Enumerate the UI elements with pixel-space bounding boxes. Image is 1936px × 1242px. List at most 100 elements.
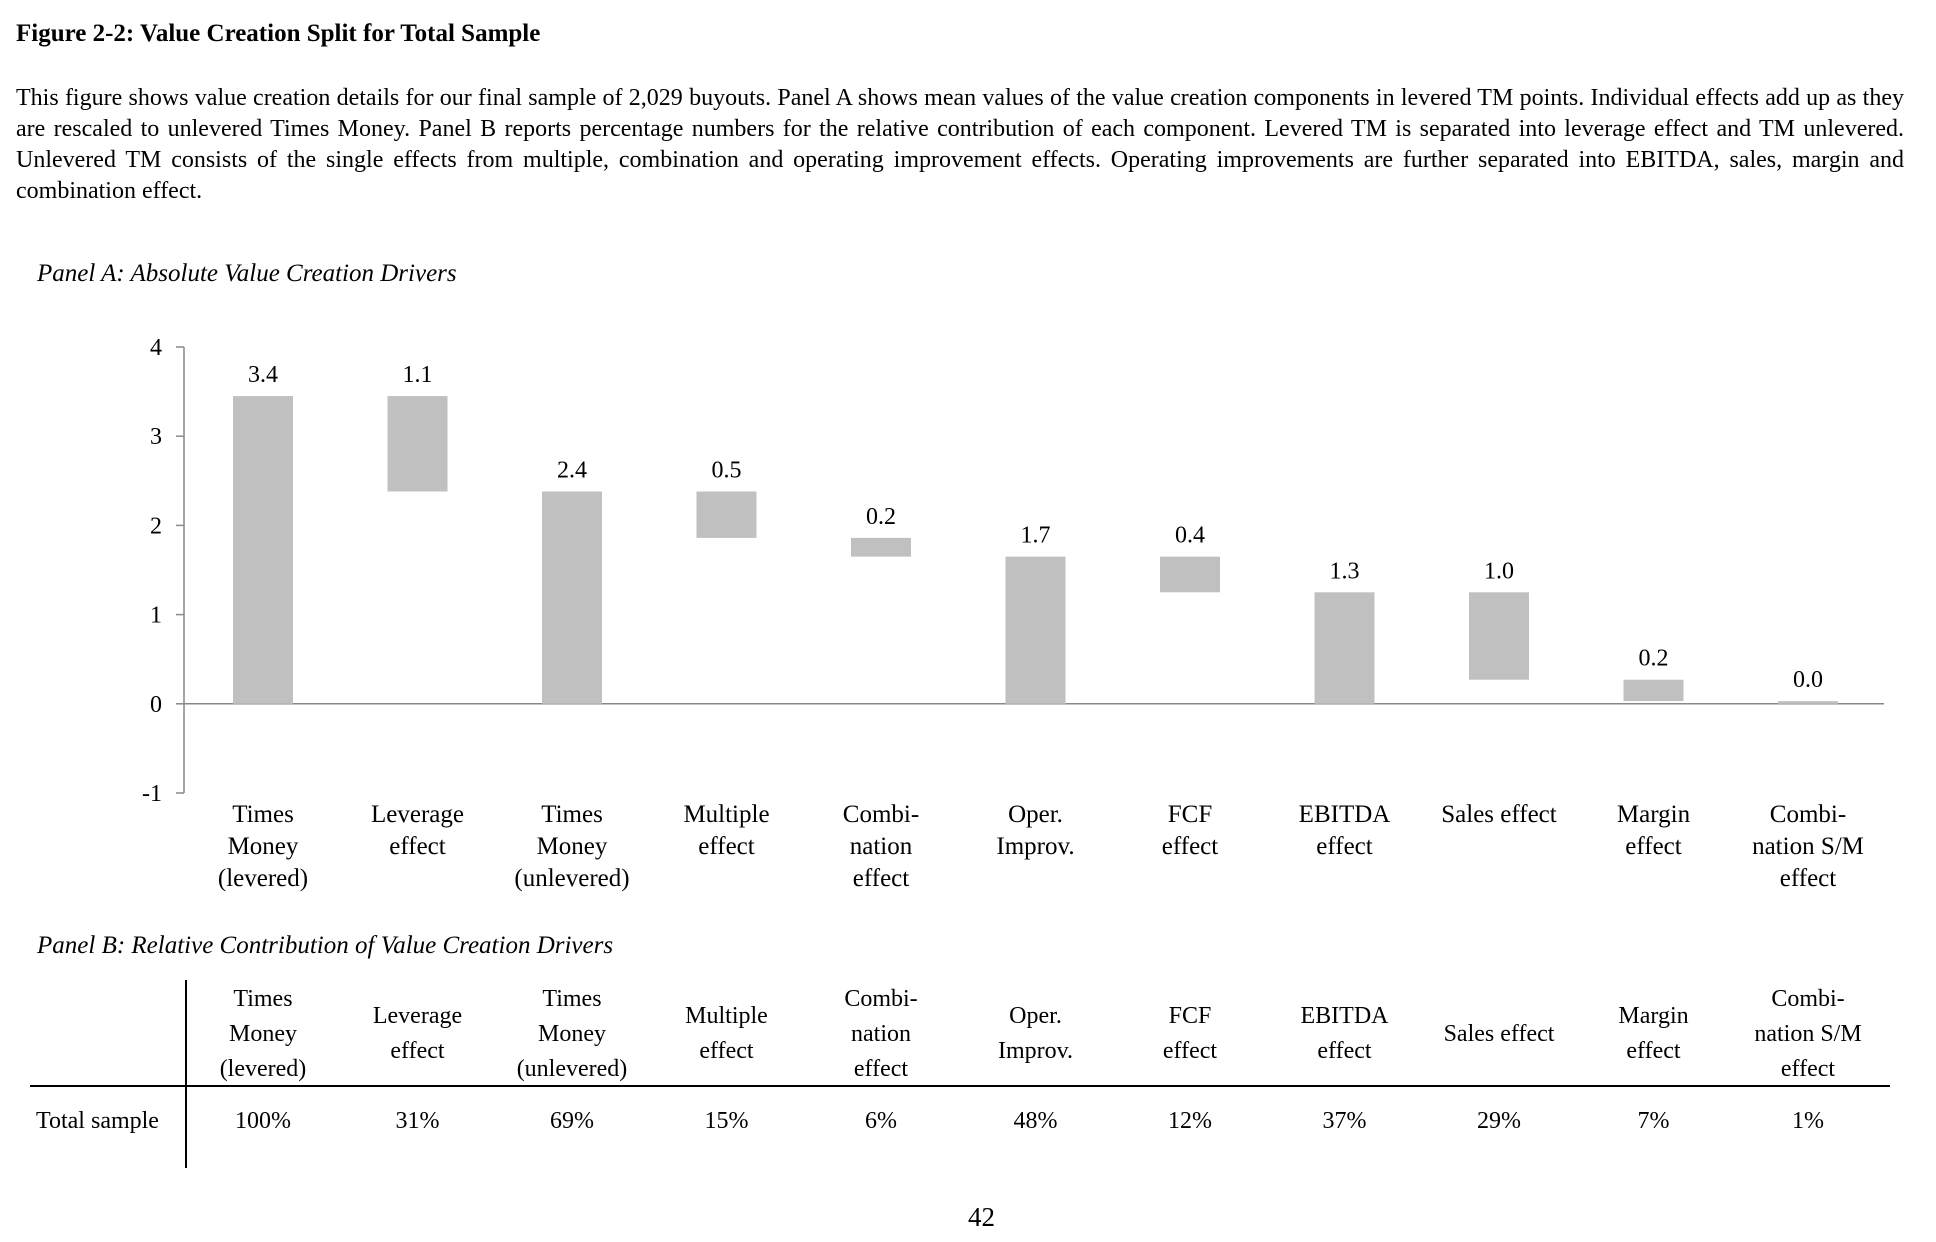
table-header-cell: Combi-nation effect [807, 984, 955, 1084]
waterfall-bar [1160, 556, 1220, 593]
table-header-line: effect [1317, 1038, 1372, 1064]
category-label: effect [1316, 833, 1372, 860]
bar-value-label: 1.1 [403, 362, 433, 388]
bar-value-label: 3.4 [248, 362, 278, 388]
category-label: Oper. [1008, 801, 1063, 828]
category-label: effect [1162, 833, 1218, 860]
bar-value-label: 2.4 [557, 458, 587, 484]
table-header-line: EBITDA [1300, 1003, 1389, 1029]
category-label: effect [1625, 833, 1681, 860]
page-number: 42 [968, 1202, 995, 1232]
figure-title: Figure 2-2: Value Creation Split for Tot… [16, 20, 541, 47]
waterfall-bar [696, 491, 757, 538]
category-label: Times [232, 801, 294, 828]
table-header-line: Leverage [372, 1003, 463, 1029]
table-header-cell: Multiple effect [653, 984, 801, 1084]
table-header-line: Multiple [685, 1003, 768, 1029]
bar-value-label: 0.5 [712, 458, 742, 484]
table-header-line: Combi- [1771, 985, 1845, 1012]
table-header-cell: EBITDA effect [1271, 984, 1419, 1084]
category-label: Combi- [1770, 801, 1846, 828]
figure-caption: This figure shows value creation details… [16, 85, 1904, 204]
bar-value-label: 0.0 [1793, 667, 1823, 693]
category-label: effect [853, 865, 909, 892]
waterfall-chart: 4 3 2 1 0 -1 3.4 Times Money (levered) 1.1 Leverage… [142, 335, 1884, 892]
category-label: Improv. [996, 833, 1074, 860]
category-label: (unlevered) [514, 865, 629, 892]
contribution-table: Total sample Times Money (levered) 100% Leve… [30, 980, 1890, 1170]
waterfall-bar [233, 396, 293, 704]
category-label: Times [541, 801, 603, 828]
waterfall-bar [1005, 556, 1066, 704]
category-label: Money [537, 833, 608, 860]
table-header-line: Money [537, 1020, 606, 1047]
waterfall-bar [1469, 592, 1529, 680]
table-value-cell: 100% [235, 1108, 291, 1134]
table-header-cell: Leverage effect [344, 984, 492, 1084]
bar-value-label: 1.3 [1330, 558, 1360, 584]
table-horizontal-rule [30, 1085, 1890, 1087]
category-label: EBITDA [1299, 801, 1391, 828]
waterfall-bar [1778, 701, 1838, 704]
category-label: nation [850, 833, 913, 860]
table-header-line: Money [228, 1020, 297, 1047]
category-label: effect [698, 833, 754, 860]
table-header-line: FCF [1168, 1003, 1212, 1029]
table-header-cell: Times Money (levered) [189, 984, 337, 1084]
table-value-cell: 69% [550, 1108, 594, 1134]
table-header-line: effect [1162, 1038, 1218, 1064]
table-header-line: effect [853, 1055, 909, 1082]
table-vertical-rule [185, 980, 187, 1168]
waterfall-bar [542, 491, 602, 704]
table-header-cell: Times Money (unlevered) [498, 984, 646, 1084]
y-tick-label: 4 [150, 335, 162, 361]
table-header-line: effect [1626, 1038, 1681, 1064]
table-header-cell: Oper. Improv. [962, 984, 1110, 1084]
table-header-line: (unlevered) [516, 1055, 628, 1082]
table-header-line: Oper. [1009, 1003, 1062, 1029]
panel-b-title: Panel B: Relative Contribution of Value … [37, 932, 614, 959]
table-header-line: Combi- [844, 985, 918, 1012]
panel-a-title: Panel A: Absolute Value Creation Drivers [37, 260, 457, 287]
category-label: (levered) [218, 865, 308, 892]
category-label: Multiple [683, 801, 769, 828]
bar-value-label: 1.7 [1021, 523, 1051, 549]
category-label: effect [389, 833, 445, 860]
category-label: Leverage [371, 801, 464, 828]
table-value-cell: 48% [1013, 1108, 1058, 1134]
table-header-line: (levered) [219, 1055, 307, 1082]
y-tick-label: 0 [150, 692, 162, 718]
table-value-cell: 1% [1792, 1108, 1824, 1134]
table-header-cell: FCF effect [1116, 984, 1264, 1084]
table-value-cell: 6% [865, 1108, 897, 1134]
y-tick-label: 1 [150, 603, 162, 629]
category-label: FCF [1168, 801, 1212, 828]
table-header-line: effect [699, 1038, 754, 1064]
category-label: Sales effect [1441, 801, 1557, 828]
table-header-cell: Margin effect [1580, 984, 1728, 1084]
table-value-cell: 15% [704, 1108, 749, 1134]
table-header-line: Improv. [997, 1038, 1074, 1064]
y-tick-label: 3 [150, 424, 162, 450]
table-header-cell: Sales effect [1425, 984, 1573, 1084]
category-label: Margin [1617, 801, 1691, 828]
table-header-line: Times [542, 985, 602, 1012]
table-header-cell: Combi-nation S/M effect [1734, 984, 1882, 1084]
category-label: nation S/M [1752, 833, 1864, 860]
y-tick-label: 2 [150, 513, 162, 539]
bar-value-label: 0.4 [1175, 523, 1205, 549]
category-label: effect [1780, 865, 1836, 892]
waterfall-bar [1314, 592, 1375, 704]
table-header-line: nation [851, 1020, 911, 1047]
table-header-line: Times [233, 985, 293, 1012]
table-value-cell: 37% [1322, 1108, 1367, 1134]
bar-value-label: 0.2 [866, 504, 896, 530]
waterfall-bar [387, 396, 448, 492]
bar-value-label: 1.0 [1484, 558, 1514, 584]
table-value-cell: 12% [1168, 1108, 1212, 1134]
row-label-total-sample: Total sample [36, 1108, 159, 1134]
y-tick-label: -1 [142, 781, 162, 807]
table-value-cell: 7% [1637, 1108, 1670, 1134]
bar-value-label: 0.2 [1639, 646, 1669, 672]
